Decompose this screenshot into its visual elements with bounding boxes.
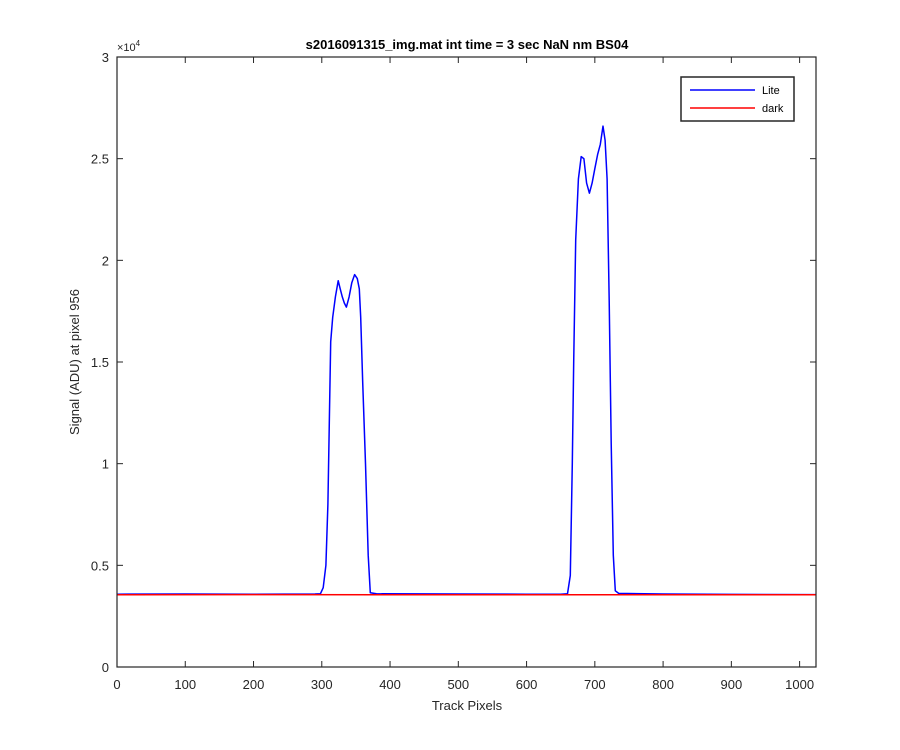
- x-tick-label: 800: [652, 677, 674, 692]
- y-tick-label: 3: [102, 50, 109, 65]
- y-axis-exponent-power: 4: [136, 39, 141, 48]
- y-axis-exponent-base: ×10: [117, 42, 136, 54]
- x-tick-label: 500: [447, 677, 469, 692]
- y-tick-label: 2: [102, 253, 109, 268]
- x-tick-label: 300: [311, 677, 333, 692]
- legend: Lite dark: [680, 76, 795, 122]
- x-tick-label: 600: [516, 677, 538, 692]
- y-tick-label: 2.5: [91, 152, 109, 167]
- series-line-lite: [116, 125, 817, 596]
- y-tick-label: 0.5: [91, 558, 109, 573]
- chart-title: s2016091315_img.mat int time = 3 sec NaN…: [306, 37, 629, 52]
- legend-label-dark: dark: [762, 103, 784, 115]
- y-tick-label: 0: [102, 660, 109, 675]
- x-tick-label: 0: [113, 677, 120, 692]
- x-tick-label: 700: [584, 677, 606, 692]
- axes-background: [117, 57, 816, 667]
- axes-frame: [116, 56, 817, 668]
- y-tick-label: 1: [102, 457, 109, 472]
- y-axis-exponent: ×104: [117, 39, 141, 54]
- plot-area: 0 100 200 300 400 500 600 700 800 900 1000 0 0.5 1 1.5…: [91, 50, 817, 692]
- x-axis-label: Track Pixels: [432, 698, 503, 713]
- legend-label-lite: Lite: [762, 85, 780, 97]
- x-tick-label: 900: [721, 677, 743, 692]
- x-tick-label: 400: [379, 677, 401, 692]
- x-tick-label: 200: [243, 677, 265, 692]
- y-tick-label: 1.5: [91, 355, 109, 370]
- x-tick-label: 1000: [785, 677, 814, 692]
- x-tick-label: 100: [174, 677, 196, 692]
- legend-box: [680, 76, 795, 122]
- y-axis-label: Signal (ADU) at pixel 956: [67, 289, 82, 435]
